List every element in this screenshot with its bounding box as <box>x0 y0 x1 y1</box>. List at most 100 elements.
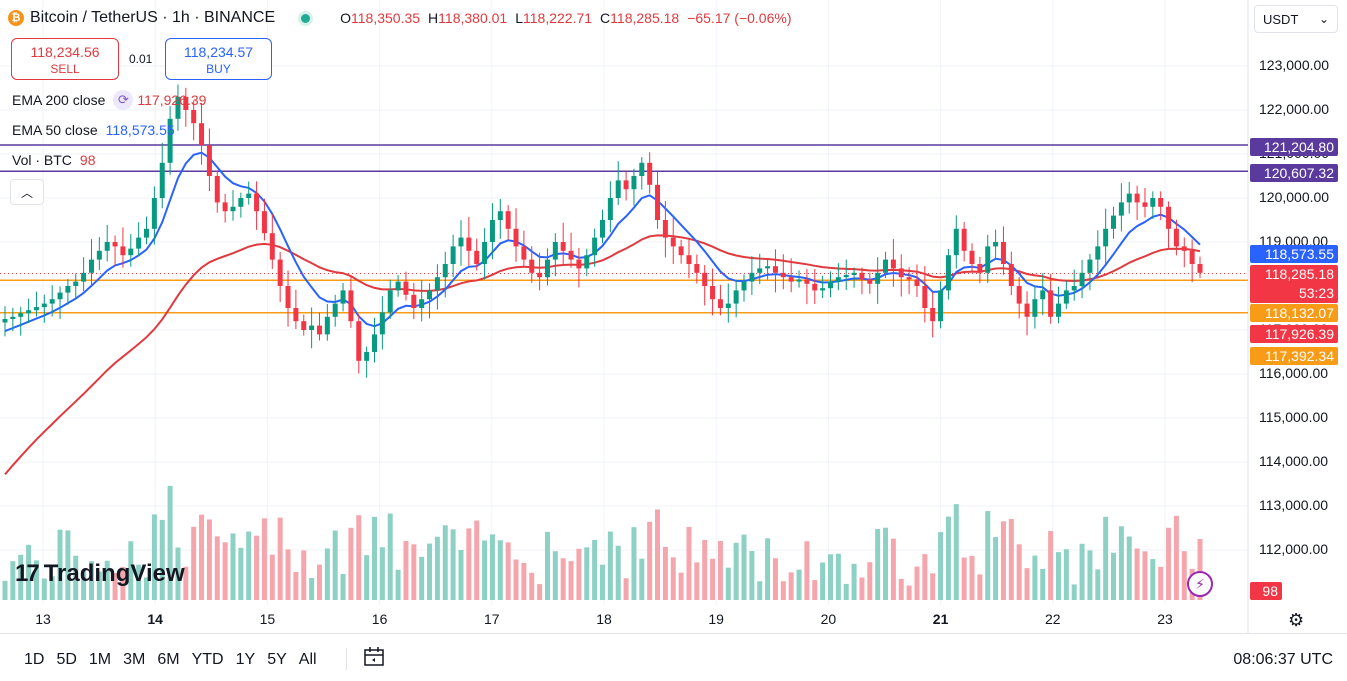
candle-body <box>765 266 771 269</box>
volume-bar <box>1087 550 1093 600</box>
lightning-icon[interactable]: ⚡ <box>1187 571 1213 597</box>
range-6m[interactable]: 6M <box>157 651 180 668</box>
gear-icon[interactable]: ⚙ <box>1288 610 1305 630</box>
volume-bar <box>725 567 731 600</box>
candle-body <box>434 277 440 291</box>
candle-body <box>615 180 621 198</box>
volume-bar <box>1071 584 1077 600</box>
range-buttons: 1D 5D 1M 3M 6M YTD 1Y 5Y All <box>18 651 323 669</box>
volume-bar <box>607 531 613 600</box>
candle-body <box>945 255 951 291</box>
candle-body <box>26 310 32 314</box>
range-5y[interactable]: 5Y <box>267 651 287 668</box>
candle-body <box>859 272 865 280</box>
buy-button[interactable]: 118,234.57 BUY <box>165 38 272 80</box>
volume-bar <box>96 571 102 600</box>
candle-body <box>88 259 94 273</box>
volume-bar <box>261 518 267 600</box>
range-1m[interactable]: 1M <box>88 651 112 668</box>
candle-body <box>938 290 944 322</box>
candle-body <box>2 319 8 323</box>
volume-bar <box>639 558 645 600</box>
volume-bar <box>993 537 999 600</box>
range-1d[interactable]: 1D <box>24 651 45 668</box>
candle-body <box>1166 206 1172 229</box>
collapse-indicators-button[interactable]: ︿ <box>10 179 44 205</box>
volume-bar <box>1173 515 1179 600</box>
range-ytd[interactable]: YTD <box>191 651 224 668</box>
candle-body <box>466 237 472 251</box>
range-all[interactable]: All <box>298 651 317 668</box>
tradingview-logo[interactable]: 17 TradingView <box>15 560 185 588</box>
candle-body <box>702 272 708 286</box>
volume-bar <box>65 530 71 600</box>
currency-select[interactable]: USDT ⌄ <box>1254 5 1338 33</box>
candle-body <box>128 248 134 256</box>
candle-body <box>725 303 731 308</box>
horizontal-levels[interactable] <box>0 144 1248 314</box>
volume-bar <box>395 569 401 600</box>
candle-body <box>49 299 55 304</box>
ema-200-line <box>4 234 1201 476</box>
indicator-ema-50[interactable]: EMA 50 close 118,573.55 <box>12 122 175 138</box>
volume-bar <box>81 570 87 600</box>
volume-bar <box>230 533 236 600</box>
candle-body <box>741 281 747 291</box>
volume-bar <box>254 535 260 600</box>
candle-body <box>1063 290 1069 304</box>
volume-bar <box>88 561 94 600</box>
price-label-ema-200: 117,926.39 <box>1250 325 1338 343</box>
volume-bar <box>1142 551 1148 600</box>
volume-bar <box>2 580 8 600</box>
candle-body <box>812 283 818 291</box>
candle-body <box>898 268 904 278</box>
candle-body <box>458 237 464 247</box>
sync-icon[interactable]: ⟳ <box>113 90 134 110</box>
candle-body <box>332 303 338 317</box>
ema-50-path <box>4 151 1201 333</box>
candle-body <box>930 308 936 322</box>
volume-bar <box>584 547 590 600</box>
indicator-volume[interactable]: Vol · BTC 98 <box>12 152 96 168</box>
candle-body <box>529 259 535 273</box>
volume-bar <box>1008 519 1014 600</box>
candle-body <box>372 334 378 352</box>
candle-body <box>246 193 252 198</box>
ema-50-line <box>4 151 1201 333</box>
volume-bar <box>269 554 275 600</box>
candle-body <box>214 176 220 203</box>
volume-bar <box>757 581 763 600</box>
sell-button[interactable]: 118,234.56 SELL <box>11 38 119 80</box>
candle-body <box>403 281 409 295</box>
volume-bar <box>930 573 936 600</box>
volume-bar <box>474 520 480 600</box>
price-label-resistance-1: 121,204.80 <box>1250 138 1338 156</box>
candle-body <box>1032 299 1038 317</box>
range-3m[interactable]: 3M <box>123 651 146 668</box>
indicator-ema-200[interactable]: EMA 200 close ⟳ 117,926.39 <box>12 90 207 110</box>
volume-bar <box>796 569 802 600</box>
symbol-title[interactable]: Bitcoin / TetherUS · 1h · BINANCE <box>30 9 276 26</box>
symbol-header[interactable]: ₿ Bitcoin / TetherUS · 1h · BINANCE O118… <box>8 6 791 30</box>
volume-bar <box>780 581 786 600</box>
volume-bar <box>128 541 134 600</box>
volume-bar <box>309 577 315 600</box>
ema-200-path <box>4 234 1201 476</box>
range-1y[interactable]: 1Y <box>235 651 256 668</box>
range-5d[interactable]: 5D <box>56 651 77 668</box>
candle-body <box>851 272 857 275</box>
calendar-icon[interactable] <box>363 646 387 668</box>
y-tick-label: 114,000.00 <box>1259 453 1329 469</box>
candle-body <box>576 259 582 269</box>
candle-body <box>482 242 488 264</box>
candle-body <box>316 325 322 335</box>
candle-body <box>1071 286 1077 291</box>
x-tick-label: 16 <box>371 611 388 627</box>
candle-body <box>1197 264 1203 273</box>
volume-bar <box>772 558 778 600</box>
candle-body <box>206 145 212 176</box>
utc-clock[interactable]: 08:06:37 UTC <box>1233 651 1333 668</box>
candle-body <box>269 233 275 260</box>
candle-body <box>827 281 833 289</box>
volume-bar <box>859 577 865 600</box>
